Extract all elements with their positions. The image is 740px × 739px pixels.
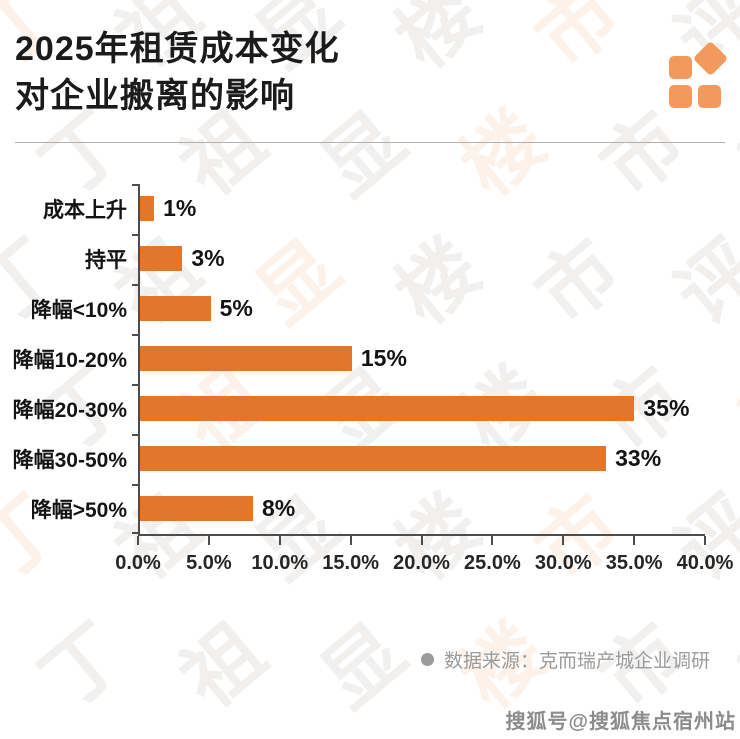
x-axis-tick-label: 25.0% [464, 551, 521, 574]
chart-row: 降幅30-50% 33% [13, 434, 705, 484]
chart-row: 成本上升 1% [43, 184, 705, 234]
x-axis-tick [633, 535, 636, 545]
x-axis-tick [278, 535, 281, 545]
chart-row: 降幅>50% 8% [31, 484, 705, 534]
x-axis-tick-label: 35.0% [605, 551, 663, 574]
value-label: 15% [360, 345, 407, 372]
x-axis-tick-label: 20.0% [393, 551, 450, 574]
bar [140, 446, 607, 472]
x-axis-tick-label: 10.0% [251, 551, 309, 574]
x-axis-tick-label: 40.0% [676, 551, 734, 574]
y-axis-tick [132, 233, 140, 236]
title-line-2: 对企业搬离的影响 [15, 76, 295, 115]
x-axis-tick [420, 535, 423, 545]
page-title: 2025年租赁成本变化 对企业搬离的影响 [15, 26, 725, 120]
divider [15, 141, 725, 143]
y-axis-tick [132, 531, 140, 534]
x-axis-tick-label: 0.0% [115, 551, 161, 574]
logo-diamond-icon [692, 40, 729, 77]
bar [140, 246, 183, 272]
logo-square-icon [698, 85, 721, 108]
bullet-icon [420, 652, 434, 666]
bar-chart: 成本上升 1% 持平 3% 降幅<10% 5% 降幅10-20% 15% 降幅20-30% 35%… [13, 183, 733, 590]
category-label: 持平 [85, 248, 127, 272]
brand-logo-icon [667, 40, 729, 108]
bar [140, 496, 253, 522]
chart-row: 持平 3% [85, 234, 705, 284]
bar [140, 296, 211, 322]
sohu-account-watermark: 搜狐号@搜狐焦点宿州站 [505, 711, 736, 733]
value-label: 33% [615, 445, 662, 472]
chart-row: 降幅10-20% 15% [13, 334, 705, 384]
category-label: 降幅30-50% [12, 448, 127, 472]
logo-square-icon [669, 85, 692, 108]
y-axis-tick [132, 433, 140, 436]
y-axis-tick [132, 333, 140, 336]
x-axis-tick [491, 535, 494, 545]
category-label: 成本上升 [43, 198, 127, 222]
header: 2025年租赁成本变化 对企业搬离的影响 [0, 0, 740, 120]
y-axis-tick [132, 183, 140, 186]
data-source-text: 数据来源：克而瑞产城企业调研 [443, 650, 710, 672]
value-label: 3% [191, 245, 225, 272]
category-label: 降幅>50% [30, 498, 127, 522]
x-axis-tick [562, 535, 565, 545]
chart-row: 降幅20-30% 35% [13, 384, 705, 434]
category-label: 降幅20-30% [12, 398, 127, 422]
x-axis-tick [704, 535, 706, 545]
x-axis-tick-label: 15.0% [322, 551, 379, 574]
bar [140, 196, 155, 222]
bar [140, 346, 352, 372]
x-axis-tick-label: 5.0% [186, 551, 232, 574]
y-axis-tick [132, 283, 140, 286]
y-axis-tick [132, 483, 140, 486]
logo-square-icon [669, 56, 692, 79]
title-line-1: 2025年租赁成本变化 [15, 30, 340, 68]
x-axis: 0.0% 5.0% 10.0% 15.0% 20.0% 25.0% 30.0% 35.0% 40… [115, 533, 733, 590]
x-axis-tick [207, 535, 210, 545]
y-axis-tick [132, 383, 140, 386]
data-source: 数据来源：克而瑞产城企业调研 [0, 646, 710, 673]
value-label: 1% [163, 195, 197, 222]
bar [140, 396, 635, 422]
value-label: 8% [262, 495, 296, 522]
category-label: 降幅<10% [30, 298, 127, 322]
category-label: 降幅10-20% [12, 348, 127, 372]
x-axis-tick-label: 30.0% [534, 551, 592, 574]
chart-row: 降幅<10% 5% [31, 284, 705, 334]
x-axis-tick [137, 535, 139, 545]
chart-plot-area: 成本上升 1% 持平 3% 降幅<10% 5% 降幅10-20% 15% 降幅20-30% 35%… [13, 183, 705, 534]
value-label: 5% [219, 295, 253, 322]
value-label: 35% [643, 395, 690, 422]
x-axis-tick [349, 535, 352, 545]
